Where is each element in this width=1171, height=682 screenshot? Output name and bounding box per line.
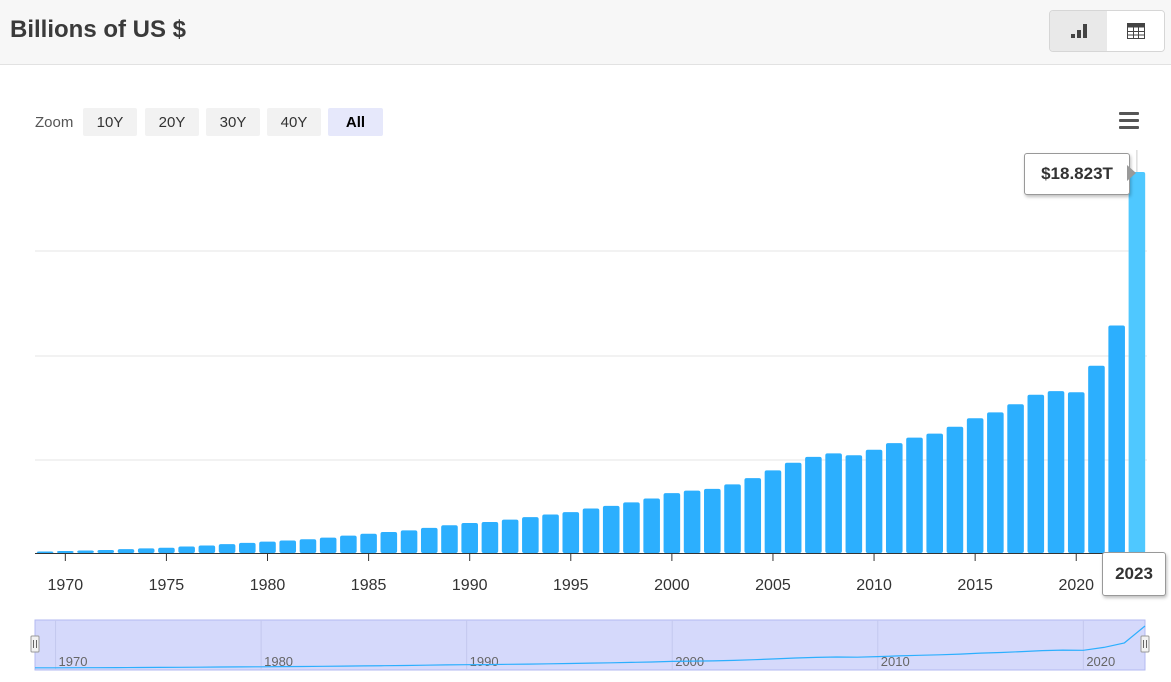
navigator-tick-label: 1990 <box>470 654 499 669</box>
bar-1991[interactable] <box>481 522 499 553</box>
bar-2002[interactable] <box>704 488 721 553</box>
navigator-tick-label: 1970 <box>59 654 88 669</box>
bar-1988[interactable] <box>420 527 438 553</box>
bar-chart-icon <box>1070 24 1087 38</box>
bar-1969[interactable] <box>36 551 54 553</box>
x-tick-label: 1985 <box>351 577 387 594</box>
bar-1999[interactable] <box>643 498 660 553</box>
bar-2014[interactable] <box>946 426 964 553</box>
navigator-selection[interactable] <box>34 619 1146 671</box>
hamburger-menu-icon[interactable] <box>1114 108 1144 134</box>
zoom-30y-button[interactable]: 30Y <box>206 108 260 136</box>
bar-1985[interactable] <box>360 533 377 553</box>
bar-1983[interactable] <box>319 537 337 553</box>
bar-2001[interactable] <box>683 490 701 553</box>
bar-2011[interactable] <box>885 443 903 553</box>
view-toggle <box>1049 10 1165 52</box>
bar-2022[interactable] <box>1108 325 1125 553</box>
navigator-tick-label: 2010 <box>881 654 910 669</box>
bar-2008[interactable] <box>825 453 842 553</box>
bar-1970[interactable] <box>57 550 74 553</box>
bar-1971[interactable] <box>77 550 94 553</box>
year-flag: 2023 <box>1102 552 1166 596</box>
navigator-right-handle[interactable] <box>1140 635 1150 653</box>
bar-1975[interactable] <box>158 547 175 553</box>
bar-1995[interactable] <box>562 512 580 553</box>
navigator-tick-label: 1980 <box>264 654 293 669</box>
bar-1996[interactable] <box>582 508 600 553</box>
x-tick-label: 2020 <box>1058 577 1094 594</box>
bar-2012[interactable] <box>906 437 923 553</box>
navigator-series-line <box>35 625 1146 669</box>
x-tick-label: 2010 <box>856 577 892 594</box>
main-chart: 1970 1975 1980 1985 1990 1995 2000 2005 2010 2015… <box>35 150 1147 594</box>
bar-2016[interactable] <box>987 412 1004 553</box>
bar-1979[interactable] <box>239 542 256 553</box>
bar-2018[interactable] <box>1027 394 1045 553</box>
bar-1978[interactable] <box>218 544 236 553</box>
bar-2023[interactable] <box>1128 172 1146 553</box>
bar-1976[interactable] <box>178 546 195 553</box>
zoom-10y-button[interactable]: 10Y <box>83 108 137 136</box>
tooltip-arrow <box>1127 165 1136 181</box>
navigator-left-handle[interactable] <box>30 635 40 653</box>
bar-1980[interactable] <box>259 541 276 553</box>
bar-1972[interactable] <box>97 549 115 553</box>
value-tooltip: $18.823T <box>1024 153 1130 195</box>
bar-1974[interactable] <box>137 548 155 553</box>
zoom-20y-button[interactable]: 20Y <box>145 108 199 136</box>
bar-1998[interactable] <box>623 502 640 553</box>
bar-1984[interactable] <box>340 535 357 553</box>
bar-1993[interactable] <box>522 517 539 553</box>
bar-2005[interactable] <box>764 470 782 553</box>
bar-2007[interactable] <box>805 456 822 553</box>
navigator-tick-label: 2020 <box>1086 654 1115 669</box>
bar-2021[interactable] <box>1088 365 1105 553</box>
bar-2009[interactable] <box>845 455 863 553</box>
table-grid-icon <box>1126 23 1145 39</box>
x-tick-label: 1990 <box>452 577 488 594</box>
x-tick-label: 2005 <box>755 577 791 594</box>
bar-2020[interactable] <box>1067 392 1085 553</box>
bar-1997[interactable] <box>602 505 620 553</box>
bar-2010[interactable] <box>865 449 883 553</box>
bar-1973[interactable] <box>117 549 135 553</box>
table-view-button[interactable] <box>1107 11 1164 51</box>
bar-1994[interactable] <box>542 514 559 553</box>
bar-1987[interactable] <box>400 530 418 553</box>
bar-1986[interactable] <box>380 531 398 553</box>
bar-2015[interactable] <box>966 418 984 553</box>
x-tick-label: 1970 <box>48 577 84 594</box>
x-tick-label: 2015 <box>957 577 993 594</box>
range-navigator[interactable]: 1970 1980 1990 2000 2010 2020 <box>0 618 1171 678</box>
chart-header: Billions of US $ <box>0 0 1171 65</box>
bar-2003[interactable] <box>724 484 741 553</box>
zoom-40y-button[interactable]: 40Y <box>267 108 321 136</box>
bar-2000[interactable] <box>663 493 681 553</box>
bar-1977[interactable] <box>198 545 216 553</box>
chart-title: Billions of US $ <box>10 16 187 43</box>
x-tick-label: 1995 <box>553 577 589 594</box>
bar-2017[interactable] <box>1007 404 1024 553</box>
x-tick-label: 2000 <box>654 577 690 594</box>
bar-1981[interactable] <box>279 540 297 553</box>
bar-2019[interactable] <box>1047 391 1065 553</box>
bar-2013[interactable] <box>926 433 943 553</box>
bar-2006[interactable] <box>784 462 802 553</box>
x-tick-label: 1980 <box>250 577 286 594</box>
bar-1990[interactable] <box>461 523 478 553</box>
chart-view-button[interactable] <box>1050 11 1108 51</box>
bar-1982[interactable] <box>299 539 317 553</box>
zoom-label: Zoom <box>35 114 74 131</box>
zoom-all-button[interactable]: All <box>328 108 383 136</box>
bar-1989[interactable] <box>441 525 458 553</box>
x-tick-label: 1975 <box>149 577 185 594</box>
bar-2004[interactable] <box>744 478 762 553</box>
bar-1992[interactable] <box>501 519 519 553</box>
